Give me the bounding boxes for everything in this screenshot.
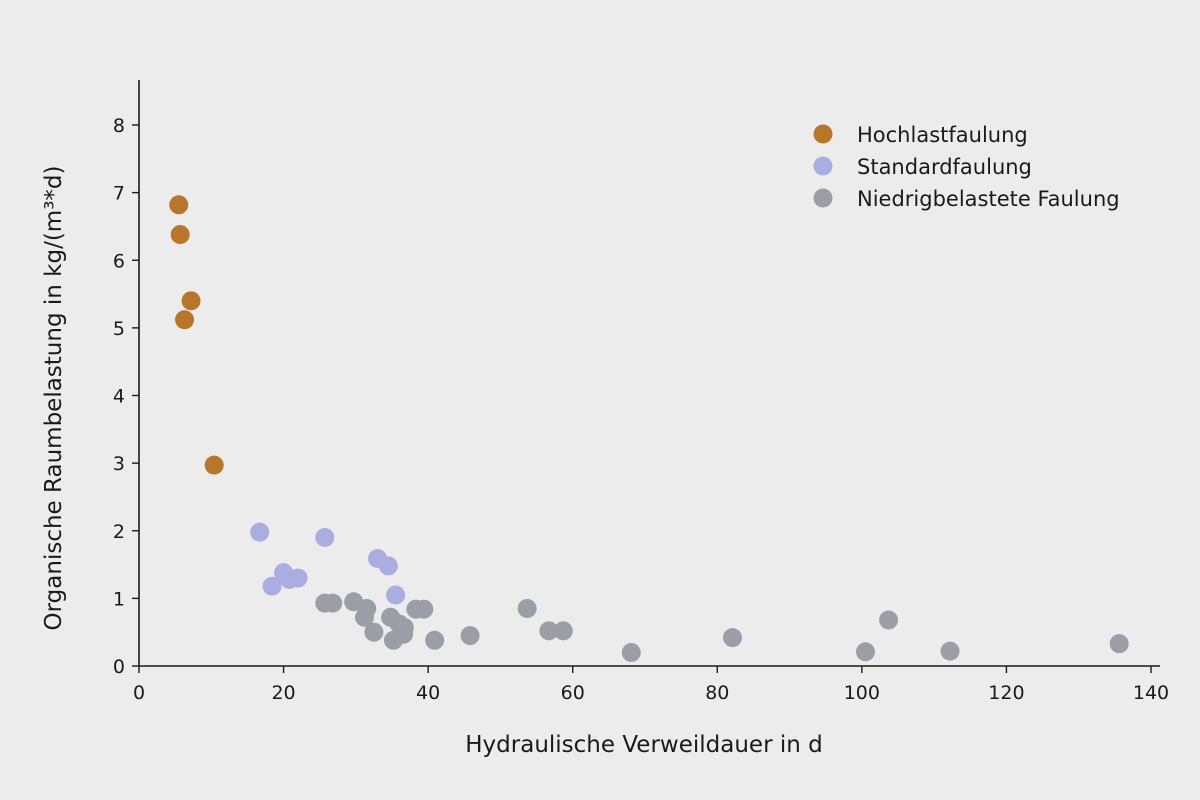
data-point-series-2 — [425, 630, 445, 650]
x-axis-title: Hydraulische Verweildauer in d — [465, 732, 822, 758]
data-point-series-2 — [517, 599, 537, 619]
y-tick-label: 2 — [113, 521, 125, 543]
legend-label: Niedrigbelastete Faulung — [857, 187, 1120, 211]
data-point-series-0 — [170, 225, 190, 245]
y-tick-label: 0 — [113, 656, 125, 678]
x-tick-label: 0 — [133, 682, 145, 704]
data-point-series-0 — [181, 291, 201, 311]
data-point-series-0 — [169, 195, 189, 215]
y-tick-label: 5 — [113, 318, 125, 340]
y-tick-label: 7 — [113, 183, 125, 205]
data-point-series-1 — [315, 528, 335, 548]
x-tick-label: 140 — [1133, 682, 1169, 704]
legend-marker — [813, 188, 833, 208]
legend-marker — [813, 156, 833, 176]
data-point-series-1 — [250, 522, 270, 542]
data-point-series-1 — [378, 556, 398, 576]
data-point-series-2 — [539, 621, 559, 641]
legend-label: Standardfaulung — [857, 155, 1032, 179]
data-point-series-2 — [414, 599, 434, 619]
y-tick-label: 3 — [113, 453, 125, 475]
data-point-series-2 — [722, 628, 742, 648]
x-tick-label: 40 — [416, 682, 440, 704]
y-tick-label: 8 — [113, 115, 125, 137]
data-point-series-2 — [460, 626, 480, 646]
x-tick-label: 120 — [988, 682, 1024, 704]
data-point-series-0 — [175, 310, 195, 330]
data-point-series-1 — [262, 576, 282, 596]
data-point-series-2 — [940, 641, 960, 661]
data-point-series-1 — [288, 568, 308, 588]
data-point-series-2 — [323, 593, 343, 613]
data-points — [169, 195, 1129, 662]
data-point-series-2 — [553, 621, 573, 641]
x-tick-label: 20 — [271, 682, 295, 704]
y-tick-label: 1 — [113, 588, 125, 610]
data-point-series-2 — [855, 642, 875, 662]
data-point-series-0 — [204, 455, 224, 475]
y-tick-label: 6 — [113, 250, 125, 272]
data-point-series-2 — [355, 607, 375, 627]
x-tick-label: 100 — [844, 682, 880, 704]
data-point-series-2 — [1109, 634, 1129, 654]
data-point-series-1 — [386, 585, 406, 605]
data-point-series-2 — [621, 642, 641, 662]
y-axis-ticks: 0 1 2 3 4 5 6 7 8 — [113, 115, 139, 678]
data-point-series-2 — [879, 610, 899, 630]
y-axis-title: Organische Raumbelastung in kg/(m³*d) — [41, 166, 67, 631]
x-axis-ticks: 0 20 40 60 80 100 120 140 — [133, 666, 1169, 704]
legend: Hochlastfaulung Standardfaulung Niedrigbel… — [813, 123, 1120, 211]
axes — [138, 80, 1160, 667]
legend-label: Hochlastfaulung — [857, 123, 1028, 147]
data-point-series-2 — [394, 624, 414, 644]
y-tick-label: 4 — [113, 386, 125, 408]
x-tick-label: 60 — [561, 682, 585, 704]
x-tick-label: 80 — [705, 682, 729, 704]
data-point-series-2 — [364, 622, 384, 642]
legend-marker — [813, 124, 833, 144]
